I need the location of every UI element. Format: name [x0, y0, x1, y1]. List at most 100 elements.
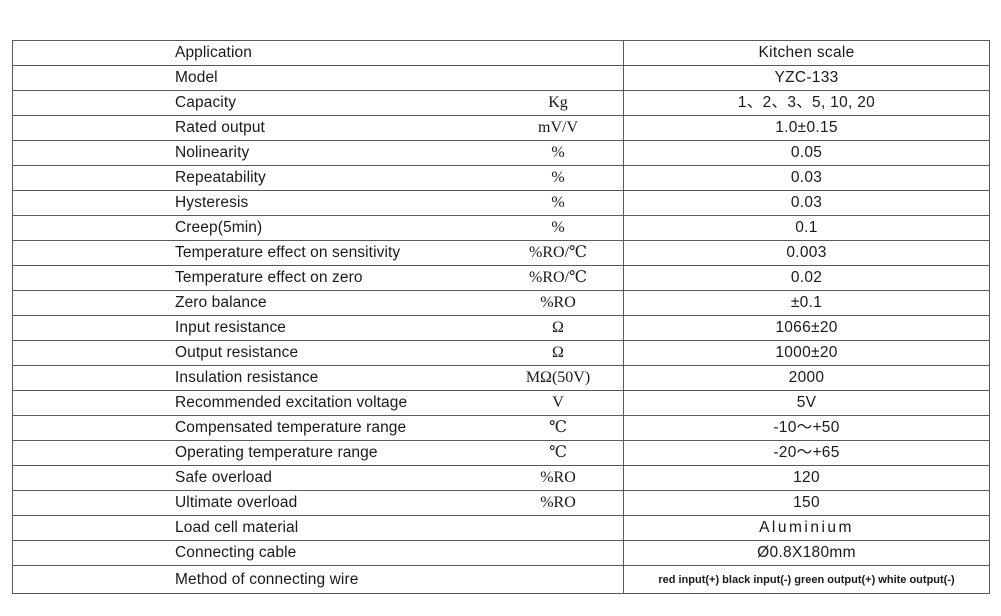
- row-blank-cell: [12, 415, 163, 441]
- value-cell: ±0.1: [623, 290, 990, 316]
- unit-cell: MΩ(50V): [493, 365, 624, 391]
- table-row: Method of connecting wire red input(+) bl…: [12, 565, 990, 594]
- value-cell: 2000: [623, 365, 990, 391]
- table-row: Rated output mV/V 1.0±0.15: [12, 115, 990, 141]
- table-row: Output resistance Ω 1000±20: [12, 340, 990, 366]
- row-blank-cell: [12, 190, 163, 216]
- value-cell: 1066±20: [623, 315, 990, 341]
- table-row: Application Kitchen scale: [12, 40, 990, 66]
- unit-cell: %RO/℃: [493, 240, 624, 266]
- value-cell: 150: [623, 490, 990, 516]
- row-blank-cell: [12, 490, 163, 516]
- unit-cell: [493, 540, 624, 566]
- parameter-cell: Safe overload: [163, 465, 493, 491]
- value-cell: Ø0.8X180mm: [623, 540, 990, 566]
- value-cell: 0.03: [623, 190, 990, 216]
- parameter-cell: Ultimate overload: [163, 490, 493, 516]
- table-row: Capacity Kg 1、2、3、5, 10, 20: [12, 90, 990, 116]
- parameter-cell: Recommended excitation voltage: [163, 390, 493, 416]
- value-cell: Aluminium: [623, 515, 990, 541]
- row-blank-cell: [12, 290, 163, 316]
- parameter-cell: Nolinearity: [163, 140, 493, 166]
- value-cell: 1.0±0.15: [623, 115, 990, 141]
- table-row: Temperature effect on sensitivity %RO/℃ 0.…: [12, 240, 990, 266]
- parameter-cell: Model: [163, 65, 493, 91]
- row-blank-cell: [12, 390, 163, 416]
- table-row: Ultimate overload %RO 150: [12, 490, 990, 516]
- table-row: Hysteresis% 0.03: [12, 190, 990, 216]
- table-row: Model YZC-133: [12, 65, 990, 91]
- parameter-cell: Output resistance: [163, 340, 493, 366]
- row-blank-cell: [12, 115, 163, 141]
- row-blank-cell: [12, 540, 163, 566]
- table-row: Input resistance Ω 1066±20: [12, 315, 990, 341]
- value-cell: 120: [623, 465, 990, 491]
- row-blank-cell: [12, 40, 163, 66]
- row-blank-cell: [12, 365, 163, 391]
- row-blank-cell: [12, 565, 163, 594]
- table-row: Operating temperature range ℃ -20～+65: [12, 440, 990, 466]
- value-cell: 0.1: [623, 215, 990, 241]
- row-blank-cell: [12, 465, 163, 491]
- unit-cell: [493, 515, 624, 541]
- table-row: Repeatability% 0.03: [12, 165, 990, 191]
- row-blank-cell: [12, 515, 163, 541]
- table-row: Compensated temperature range ℃ -10～+50: [12, 415, 990, 441]
- unit-cell: %: [493, 215, 624, 241]
- parameter-cell: Creep(5min): [163, 215, 493, 241]
- unit-cell: %: [493, 165, 624, 191]
- parameter-cell: Application: [163, 40, 493, 66]
- value-cell: red input(+) black input(-) green output…: [623, 565, 990, 594]
- unit-cell: ℃: [493, 440, 624, 466]
- row-blank-cell: [12, 240, 163, 266]
- value-cell: -10～+50: [623, 415, 990, 441]
- value-cell: 0.05: [623, 140, 990, 166]
- value-cell: YZC-133: [623, 65, 990, 91]
- unit-cell: [493, 40, 624, 66]
- value-cell: 1000±20: [623, 340, 990, 366]
- value-cell: 5V: [623, 390, 990, 416]
- parameter-cell: Rated output: [163, 115, 493, 141]
- row-blank-cell: [12, 140, 163, 166]
- table-row: Load cell material Aluminium: [12, 515, 990, 541]
- unit-cell: [493, 65, 624, 91]
- unit-cell: mV/V: [493, 115, 624, 141]
- parameter-cell: Connecting cable: [163, 540, 493, 566]
- row-blank-cell: [12, 315, 163, 341]
- value-cell: -20～+65: [623, 440, 990, 466]
- unit-cell: Kg: [493, 90, 624, 116]
- unit-cell: [493, 565, 624, 594]
- table-row: Connecting cable Ø0.8X180mm: [12, 540, 990, 566]
- value-cell: Kitchen scale: [623, 40, 990, 66]
- unit-cell: %: [493, 140, 624, 166]
- unit-cell: %RO: [493, 465, 624, 491]
- parameter-cell: Capacity: [163, 90, 493, 116]
- unit-cell: %RO/℃: [493, 265, 624, 291]
- parameter-cell: Compensated temperature range: [163, 415, 493, 441]
- table-row: Safe overload %RO 120: [12, 465, 990, 491]
- parameter-cell: Temperature effect on zero: [163, 265, 493, 291]
- parameter-cell: Load cell material: [163, 515, 493, 541]
- parameter-cell: Repeatability: [163, 165, 493, 191]
- value-cell: 0.02: [623, 265, 990, 291]
- parameter-cell: Hysteresis: [163, 190, 493, 216]
- parameter-cell: Input resistance: [163, 315, 493, 341]
- table-row: Creep(5min)% 0.1: [12, 215, 990, 241]
- table-row: Temperature effect on zero %RO/℃ 0.02: [12, 265, 990, 291]
- parameter-cell: Operating temperature range: [163, 440, 493, 466]
- unit-cell: Ω: [493, 340, 624, 366]
- parameter-cell: Temperature effect on sensitivity: [163, 240, 493, 266]
- parameter-cell: Insulation resistance: [163, 365, 493, 391]
- unit-cell: %: [493, 190, 624, 216]
- row-blank-cell: [12, 215, 163, 241]
- value-cell: 0.03: [623, 165, 990, 191]
- row-blank-cell: [12, 65, 163, 91]
- table-row: Nolinearity% 0.05: [12, 140, 990, 166]
- parameter-cell: Method of connecting wire: [163, 565, 493, 594]
- row-blank-cell: [12, 265, 163, 291]
- value-cell: 0.003: [623, 240, 990, 266]
- row-blank-cell: [12, 440, 163, 466]
- value-cell: 1、2、3、5, 10, 20: [623, 90, 990, 116]
- unit-cell: ℃: [493, 415, 624, 441]
- row-blank-cell: [12, 165, 163, 191]
